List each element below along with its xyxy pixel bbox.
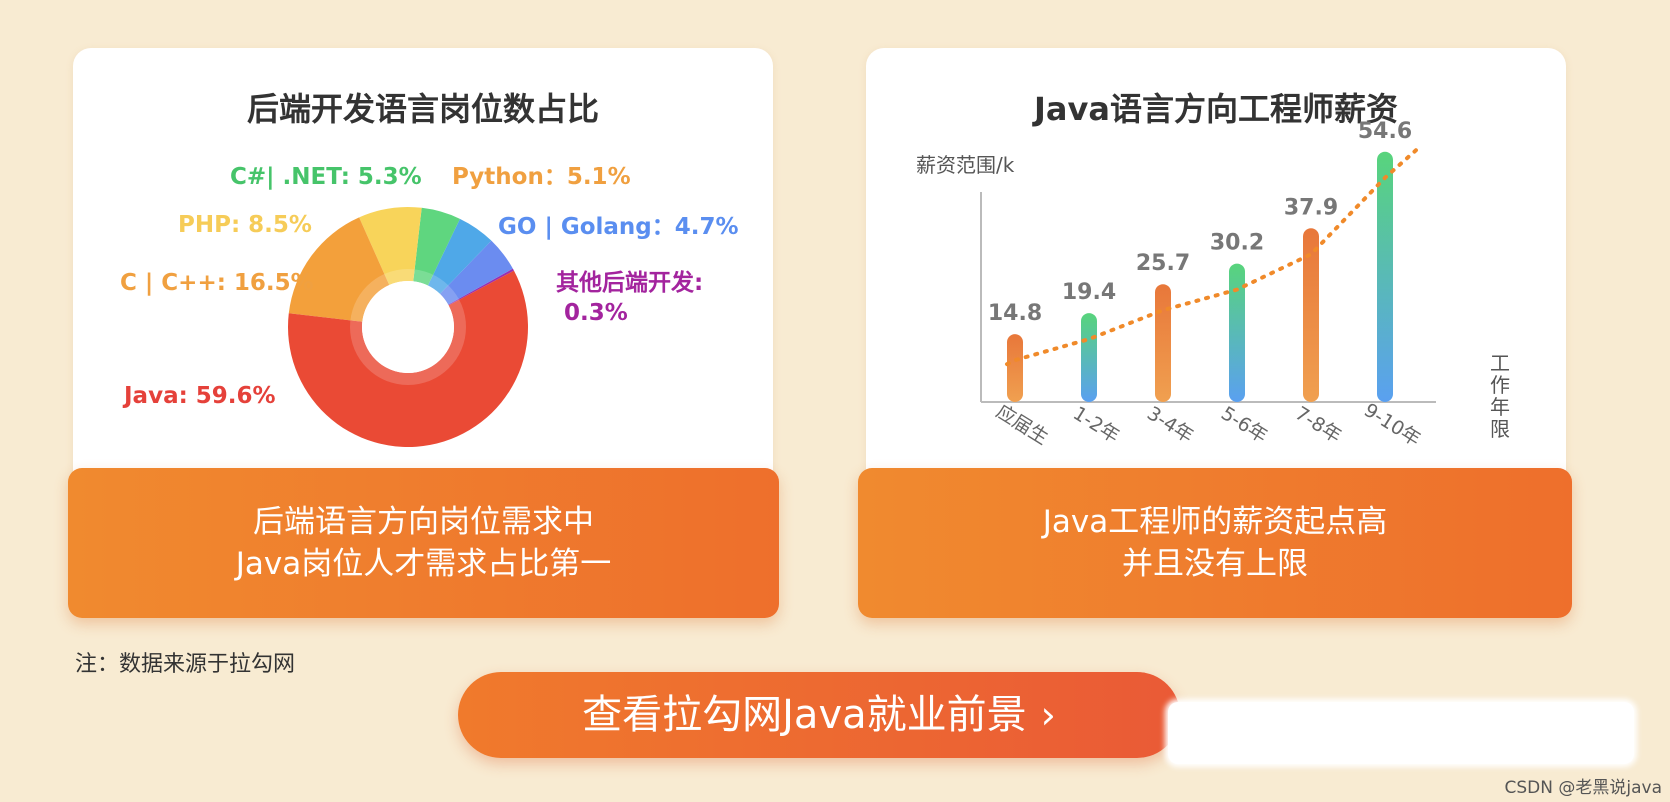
chevron-right-icon: › [1040, 693, 1056, 737]
x-tick-label: 5-6年 [1217, 402, 1271, 447]
bar-chart-title: Java语言方向工程师薪资 [1034, 90, 1398, 128]
pie-label: GO | Golang：4.7% [498, 214, 739, 240]
banner-right-line1: Java工程师的薪资起点高 [1042, 504, 1388, 540]
salary-bar [1229, 263, 1245, 402]
cta-label: 查看拉勾网Java就业前景 [582, 692, 1027, 738]
bar-value-label: 54.6 [1358, 119, 1412, 144]
redaction-block [1168, 702, 1634, 764]
donut-slices [288, 207, 528, 447]
banner-left-line1: 后端语言方向岗位需求中 [253, 504, 594, 540]
salary-banner: Java工程师的薪资起点高 并且没有上限 [858, 468, 1572, 618]
donut-hole [362, 281, 454, 373]
pie-label: 其他后端开发: [556, 269, 703, 296]
slice-python [427, 218, 492, 294]
pie-label: C | C++: 16.5% [120, 270, 314, 296]
bar-value-label: 25.7 [1136, 251, 1190, 276]
slice-php [359, 207, 422, 285]
salary-bar-chart: 14.8 应届生 19.4 1-2年 25.7 3-4年 30.2 5-6年 37.9 7-8年 5… [916, 119, 1510, 451]
x-tick-label: 应届生 [992, 400, 1052, 449]
slice- [448, 268, 514, 306]
x-axis-label-char: 年 [1490, 395, 1510, 419]
salary-bar [1155, 284, 1171, 402]
banner-left-line2: Java岗位人才需求占比第一 [235, 546, 612, 582]
watermark: CSDN @老黑说java [1504, 778, 1663, 798]
data-source-note: 注：数据来源于拉勾网 [75, 652, 296, 677]
y-axis-label: 薪资范围/k [916, 153, 1015, 177]
x-axis-label-char: 限 [1490, 417, 1510, 441]
pie-chart-title: 后端开发语言岗位数占比 [246, 90, 599, 128]
view-java-prospects-button[interactable]: 查看拉勾网Java就业前景 › [458, 672, 1180, 758]
bar-value-label: 30.2 [1210, 231, 1264, 256]
x-tick-label: 1-2年 [1069, 402, 1123, 447]
x-axis-label-char: 工 [1490, 351, 1510, 375]
x-tick-label: 7-8年 [1291, 402, 1345, 447]
pie-label: PHP: 8.5% [178, 212, 312, 238]
salary-bar [1377, 151, 1393, 402]
x-tick-label: 9-10年 [1360, 399, 1424, 451]
language-demand-banner: 后端语言方向岗位需求中 Java岗位人才需求占比第一 [68, 468, 779, 618]
pie-label: Python：5.1% [452, 164, 631, 190]
pie-label: Java: 59.6% [122, 383, 276, 409]
trend-line [1005, 143, 1423, 367]
slice-c-c [288, 217, 390, 322]
slice-java [288, 270, 528, 447]
salary-bar [1007, 334, 1023, 402]
salary-bar [1081, 313, 1097, 402]
pie-label-continued: 0.3% [564, 300, 628, 326]
bar-value-label: 14.8 [988, 301, 1042, 326]
x-tick-label: 3-4年 [1143, 402, 1197, 447]
bar-value-label: 37.9 [1284, 195, 1338, 220]
slice-go-golang [439, 240, 513, 305]
banner-right-line2: 并且没有上限 [1122, 546, 1308, 582]
x-axis-label-char: 作 [1490, 373, 1510, 397]
bar-value-label: 19.4 [1062, 280, 1116, 305]
pie-label: C#| .NET: 5.3% [230, 164, 422, 190]
slice-c-net [413, 207, 460, 286]
salary-bar [1303, 228, 1319, 402]
